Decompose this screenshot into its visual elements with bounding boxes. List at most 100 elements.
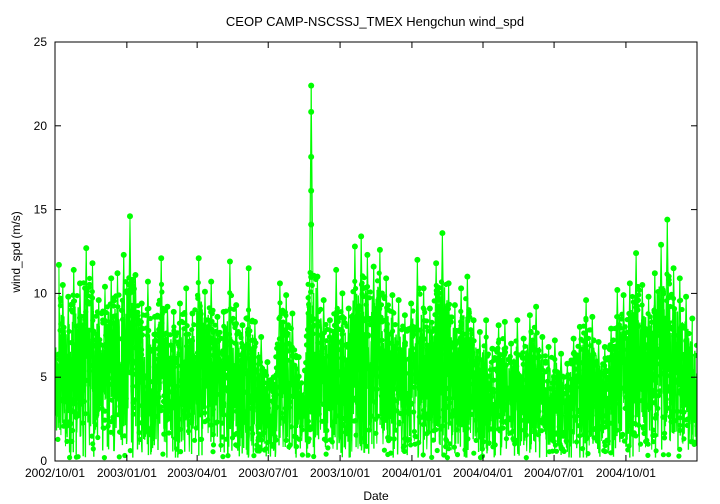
data-point — [308, 108, 315, 115]
data-point — [608, 325, 615, 332]
data-point — [333, 266, 340, 273]
y-tick-label: 20 — [34, 119, 48, 133]
observation-dots — [55, 270, 697, 461]
data-point — [489, 345, 496, 352]
data-point — [295, 354, 302, 361]
data-point — [264, 359, 271, 366]
data-point — [126, 213, 133, 220]
data-point — [239, 322, 246, 329]
data-point — [320, 297, 327, 304]
data-point — [164, 303, 171, 310]
data-point — [564, 360, 571, 367]
data-point — [59, 282, 66, 289]
data-point — [633, 250, 640, 257]
y-tick-label: 10 — [34, 286, 48, 300]
y-tick-label: 5 — [40, 370, 47, 384]
x-tick-label: 2004/01/01 — [382, 466, 442, 480]
data-point — [520, 335, 527, 342]
data-point — [351, 243, 358, 250]
data-point — [664, 216, 671, 223]
dense-observations — [55, 270, 697, 461]
data-point — [539, 333, 546, 340]
data-point — [620, 292, 627, 299]
data-point — [308, 221, 315, 228]
data-point — [170, 308, 177, 315]
data-point — [189, 310, 196, 317]
data-point — [233, 302, 240, 309]
data-point — [195, 255, 202, 262]
data-point — [176, 300, 183, 307]
data-point — [614, 287, 621, 294]
data-point — [464, 273, 471, 280]
x-tick-label: 2003/07/01 — [238, 466, 298, 480]
data-point — [376, 246, 383, 253]
data-point — [308, 274, 315, 281]
data-point — [245, 265, 252, 272]
data-point — [201, 288, 208, 295]
plot-frame — [54, 41, 698, 462]
data-point — [501, 318, 508, 325]
data-point — [433, 260, 440, 267]
data-point — [383, 275, 390, 282]
data-point — [308, 187, 315, 194]
data-point — [414, 256, 421, 263]
data-point — [308, 153, 315, 160]
data-point — [420, 285, 427, 292]
data-point — [55, 261, 62, 268]
data-point — [639, 282, 646, 289]
x-tick-label: 2004/10/01 — [596, 466, 656, 480]
data-point — [83, 245, 90, 252]
x-tick-label: 2002/10/01 — [25, 466, 85, 480]
data-point — [270, 374, 277, 381]
data-point — [645, 293, 652, 300]
data-point — [183, 285, 190, 292]
data-point — [514, 317, 521, 324]
data-point — [495, 322, 502, 329]
data-point — [283, 292, 290, 299]
data-point — [345, 305, 352, 312]
data-point — [114, 270, 121, 277]
data-point — [151, 313, 158, 320]
data-point — [551, 337, 558, 344]
data-point — [426, 305, 433, 312]
data-point — [451, 302, 458, 309]
data-point — [258, 333, 265, 340]
data-point — [445, 280, 452, 287]
data-point — [389, 292, 396, 299]
data-point — [595, 339, 602, 346]
data-point — [158, 255, 165, 262]
data-point — [308, 82, 315, 89]
data-point — [220, 308, 227, 315]
y-tick-label: 15 — [34, 203, 48, 217]
data-point — [670, 265, 677, 272]
data-point — [326, 317, 333, 324]
data-point — [545, 344, 552, 351]
data-point — [314, 273, 321, 280]
series-points — [55, 82, 696, 432]
data-point — [589, 313, 596, 320]
data-point — [439, 230, 446, 237]
data-point — [683, 293, 690, 300]
data-point — [689, 315, 696, 322]
data-point — [558, 350, 565, 357]
data-point — [76, 280, 83, 287]
data-point — [276, 280, 283, 287]
data-point — [651, 270, 658, 277]
x-tick-label: 2003/01/01 — [97, 466, 157, 480]
data-point — [470, 317, 477, 324]
data-point — [65, 293, 72, 300]
x-tick-label: 2003/04/01 — [167, 466, 227, 480]
y-tick-label: 0 — [40, 454, 47, 468]
data-point — [508, 340, 515, 347]
data-point — [458, 285, 465, 292]
data-point — [251, 318, 258, 325]
data-point — [601, 344, 608, 351]
data-point — [208, 278, 215, 285]
data-point — [358, 233, 365, 240]
data-point — [483, 317, 490, 324]
y-axis: 0 5 10 15 20 25 — [34, 35, 697, 468]
chart-title: CEOP CAMP-NSCSSJ_TMEX Hengchun wind_spd — [226, 14, 524, 29]
data-point — [658, 241, 665, 248]
data-point — [101, 283, 108, 290]
